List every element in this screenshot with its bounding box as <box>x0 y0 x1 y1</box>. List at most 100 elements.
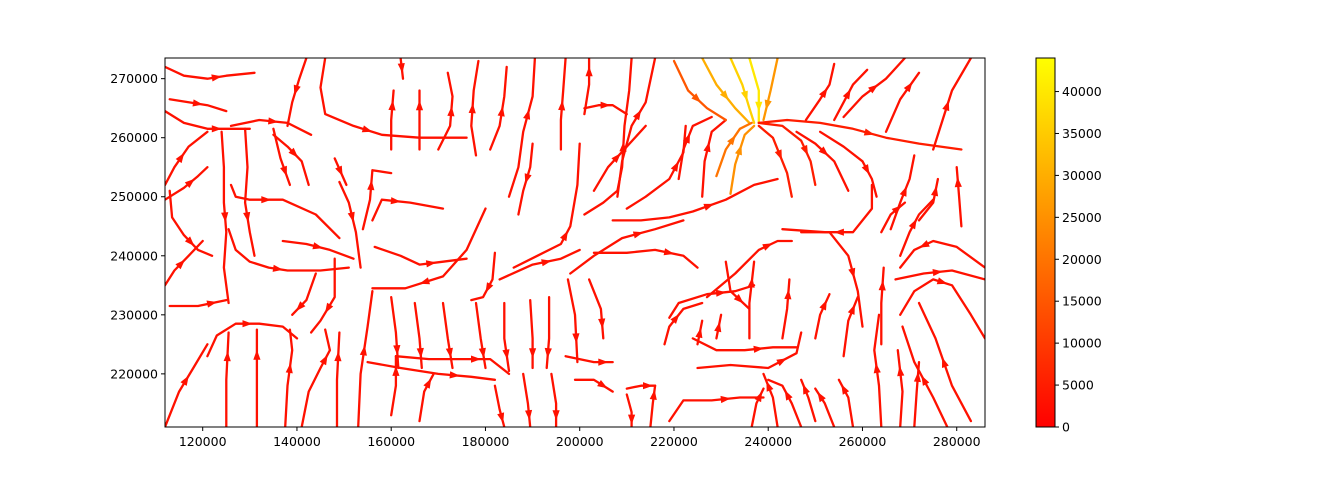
streamline <box>701 58 751 125</box>
streamline-arrow <box>913 371 921 383</box>
colorbar-tick-label: 25000 <box>1062 210 1102 225</box>
streamline-arrow <box>175 152 185 164</box>
x-tick-label: 240000 <box>744 434 792 449</box>
streamline-arrow <box>243 211 251 223</box>
streamline-arrow <box>558 100 566 111</box>
streamline <box>899 278 985 340</box>
streamline-arrow <box>325 302 334 314</box>
streamline-arrow <box>524 173 532 184</box>
streamline-arrow <box>897 365 905 377</box>
streamline <box>165 65 256 80</box>
streamline-arrow <box>841 384 850 395</box>
streamline <box>272 133 310 187</box>
streamline-arrow <box>425 260 437 268</box>
streamline <box>818 130 878 198</box>
streamline <box>394 355 511 376</box>
streamline <box>357 290 374 427</box>
streamline-arrow <box>552 410 560 421</box>
streamline <box>880 266 885 346</box>
streamline <box>366 360 497 381</box>
streamline-arrow <box>908 218 917 230</box>
streamline-arrow <box>633 109 642 121</box>
streamline-arrow <box>741 90 748 102</box>
streamline-arrow <box>903 82 913 93</box>
streamline-arrow <box>753 345 764 353</box>
streamline-arrow <box>695 327 703 339</box>
streamline <box>441 301 454 370</box>
streamline-arrow <box>649 389 657 400</box>
streamline-arrow <box>485 282 494 293</box>
colorbar-ticks: 0 5000 10000 15000 20000 25000 30000 35000 40000 <box>1055 84 1102 435</box>
streamline <box>616 58 657 198</box>
streamline-arrow <box>419 277 430 285</box>
streamline <box>566 278 579 364</box>
streamline <box>165 130 209 187</box>
streamline-arrow <box>221 212 229 223</box>
streamline-arrow <box>478 347 486 359</box>
streamline-arrow <box>415 100 424 111</box>
streamline <box>413 301 423 370</box>
streamline-arrow <box>931 185 939 197</box>
streamline <box>814 293 831 340</box>
streamline-arrow <box>211 74 222 82</box>
streamline <box>373 245 468 266</box>
streamline-arrow <box>597 380 608 389</box>
streamline <box>281 239 355 260</box>
streamline-arrow <box>560 230 568 242</box>
streamline-arrow <box>891 205 902 215</box>
streamline <box>168 189 214 257</box>
streamline <box>390 295 400 370</box>
streamline-arrow <box>211 125 222 133</box>
streamline-arrow <box>784 289 792 300</box>
streamline-arrow <box>784 390 793 401</box>
streamline <box>165 343 209 427</box>
streamline <box>668 284 756 319</box>
streamline-arrow <box>359 345 367 356</box>
streamline-arrow <box>868 84 879 94</box>
colorbar-tick-label: 40000 <box>1062 84 1102 99</box>
streamline-arrow <box>598 318 606 329</box>
streamline <box>691 337 798 352</box>
streamline-arrow <box>184 236 195 247</box>
streamline-arrow <box>388 100 396 111</box>
streamline-arrow <box>334 351 342 362</box>
streamline-arrow <box>468 103 476 114</box>
x-tick-label: 120000 <box>179 434 227 449</box>
colorbar-tick-label: 15000 <box>1062 294 1102 309</box>
streamline-arrow <box>423 378 432 389</box>
streamline <box>899 239 985 269</box>
streamline-arrow <box>873 363 881 374</box>
streamline <box>668 396 765 423</box>
streamline <box>227 228 350 272</box>
streamline-arrow <box>272 264 283 272</box>
streamline <box>781 183 874 234</box>
streamline-arrow <box>764 99 772 111</box>
streamline <box>842 295 859 358</box>
streamline-arrow <box>541 259 552 267</box>
streamline-arrow <box>223 351 231 362</box>
streamline-arrow <box>445 347 453 359</box>
streamline-arrow <box>682 133 690 144</box>
streamline-arrow <box>367 180 375 191</box>
streamline <box>512 142 581 269</box>
streamline-arrow <box>833 228 844 236</box>
streamline-arrow <box>817 391 826 403</box>
streamline-arrow <box>733 294 744 304</box>
streamline <box>284 328 294 427</box>
streamline <box>592 248 699 269</box>
streamline <box>225 331 230 427</box>
streamline-arrow <box>392 365 400 376</box>
streamline-arrow <box>525 409 533 421</box>
colorbar-tick-label: 20000 <box>1062 252 1102 267</box>
streamline-arrow <box>727 135 736 146</box>
streamline-arrow <box>397 63 405 74</box>
y-tick-label: 270000 <box>110 71 158 86</box>
streamline-arrow <box>447 106 455 117</box>
streamline-arrow <box>184 178 195 188</box>
streamline <box>757 124 793 198</box>
streamline-arrow <box>600 101 611 109</box>
streamline-arrow <box>449 371 460 379</box>
streamline-arrow <box>762 243 773 251</box>
streamline <box>470 251 497 302</box>
